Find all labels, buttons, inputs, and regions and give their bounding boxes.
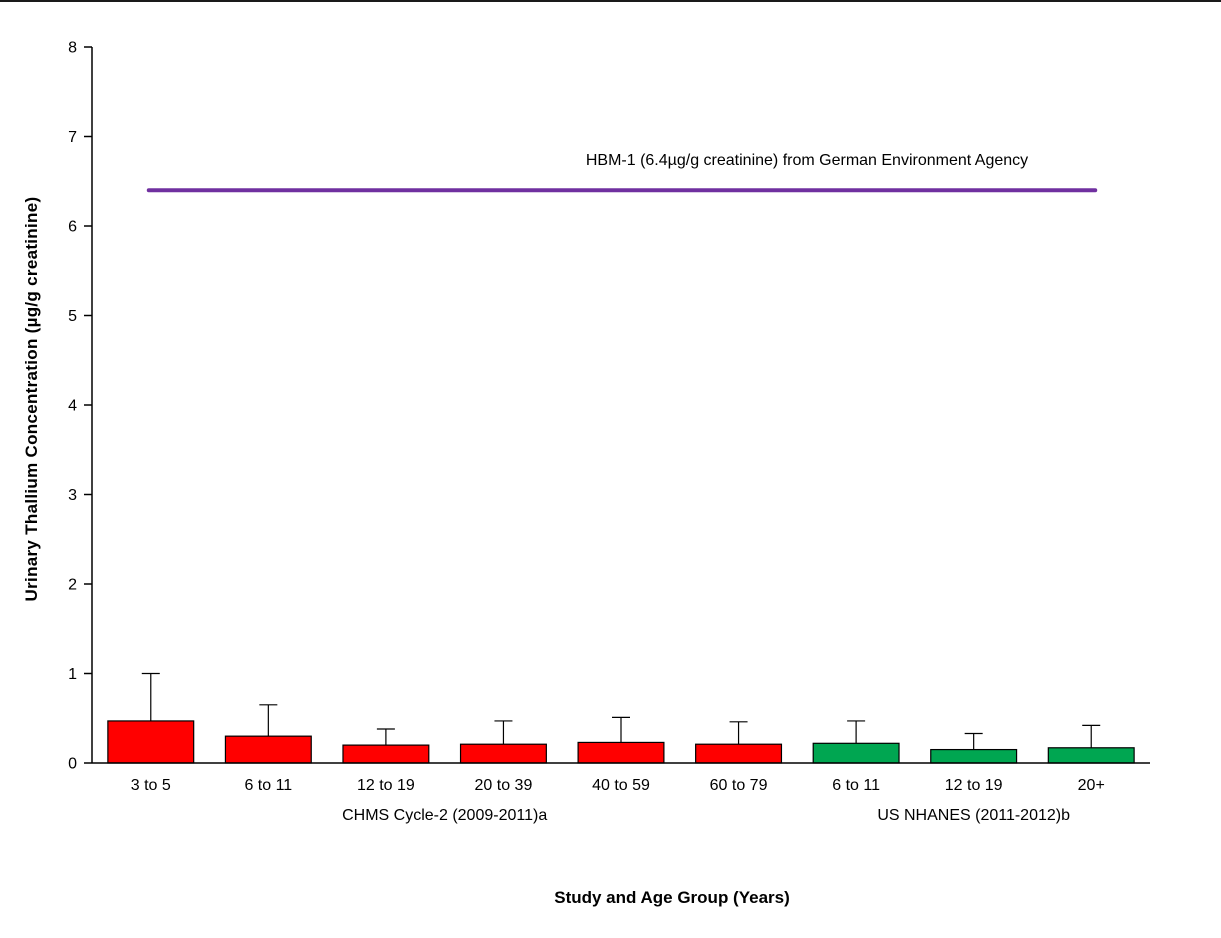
group-label: CHMS Cycle-2 (2009-2011)a [342,807,547,824]
bar [224,735,312,764]
x-category-label: 3 to 5 [131,777,171,794]
bar [342,744,430,764]
bar [459,743,547,764]
bar [930,748,1018,764]
x-category-label: 60 to 79 [710,777,768,794]
x-category-label: 20 to 39 [475,777,533,794]
bar [812,742,900,764]
x-axis-title: Study and Age Group (Years) [554,888,790,907]
x-category-label: 20+ [1078,777,1105,794]
bar [107,720,195,764]
y-tick-label: 3 [68,487,77,504]
x-category-label: 12 to 19 [357,777,415,794]
x-category-label: 12 to 19 [945,777,1003,794]
y-tick-label: 7 [68,129,77,146]
reference-line-label: HBM-1 (6.4µg/g creatinine) from German E… [585,152,1029,169]
y-tick-label: 4 [68,398,77,415]
group-label: US NHANES (2011-2012)b [877,807,1070,824]
y-tick-label: 6 [68,219,77,236]
y-tick-label: 1 [68,666,77,683]
bar [695,743,783,764]
x-category-label: 6 to 11 [244,777,292,794]
bar [577,741,665,764]
y-tick-label: 2 [68,577,77,594]
x-category-label: 6 to 11 [832,777,880,794]
y-axis-title: Urinary Thallium Concentration (µg/g cre… [22,196,41,602]
y-tick-label: 5 [68,308,77,325]
bar [1047,747,1135,764]
x-category-label: 40 to 59 [592,777,650,794]
y-tick-label: 8 [68,40,77,57]
y-tick-label: 0 [68,756,77,773]
